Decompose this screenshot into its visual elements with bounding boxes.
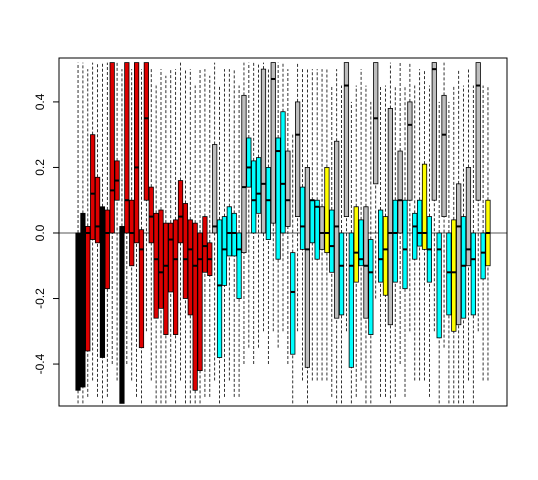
box	[133, 62, 140, 244]
box	[202, 216, 208, 273]
box	[124, 62, 130, 234]
box	[309, 199, 315, 244]
box	[334, 140, 340, 319]
box	[358, 219, 364, 267]
box	[138, 229, 145, 349]
box	[402, 199, 408, 290]
box	[187, 219, 193, 316]
box	[212, 144, 218, 234]
box	[299, 186, 306, 250]
box	[143, 62, 149, 201]
box	[168, 222, 174, 293]
box	[241, 94, 247, 254]
box	[304, 167, 310, 368]
box	[221, 216, 228, 286]
box	[270, 62, 276, 224]
y-tick-label: 0.4	[33, 93, 47, 110]
box	[392, 199, 398, 283]
box	[256, 157, 262, 214]
box	[90, 134, 96, 240]
box	[382, 216, 389, 296]
box	[99, 206, 106, 358]
box	[85, 226, 91, 352]
box	[338, 232, 345, 316]
box	[387, 108, 393, 326]
y-tick-label: 0.0	[33, 224, 47, 241]
box	[119, 226, 125, 404]
box	[148, 186, 154, 244]
box	[182, 203, 188, 299]
box	[475, 62, 481, 201]
box	[295, 101, 301, 217]
box	[373, 62, 379, 185]
box	[104, 209, 110, 290]
plot-frame	[58, 57, 508, 407]
box	[460, 216, 467, 319]
box	[363, 206, 369, 319]
box	[153, 212, 159, 319]
box	[480, 232, 486, 280]
box	[314, 199, 320, 260]
box	[421, 163, 428, 250]
box	[260, 68, 267, 234]
box	[251, 160, 257, 234]
box	[275, 137, 281, 260]
y-tick-label: -0.4	[33, 353, 47, 374]
box	[329, 209, 335, 273]
plot-area	[59, 62, 507, 404]
box	[197, 232, 203, 372]
box	[353, 206, 359, 283]
box	[94, 176, 101, 244]
box	[397, 150, 403, 234]
box	[465, 167, 472, 267]
y-tick-label: 0.2	[33, 159, 47, 176]
box	[285, 150, 291, 227]
box	[163, 222, 169, 335]
box	[451, 219, 457, 332]
box	[431, 62, 437, 201]
box	[456, 183, 462, 326]
box	[378, 209, 384, 283]
box	[470, 232, 476, 316]
box	[109, 62, 115, 234]
box	[231, 212, 237, 257]
box	[343, 62, 350, 217]
box	[412, 212, 418, 260]
y-tick-label: -0.2	[33, 288, 47, 309]
box	[348, 232, 354, 368]
box	[436, 232, 442, 339]
box	[158, 209, 164, 309]
box	[417, 199, 423, 247]
box	[319, 206, 325, 250]
box	[280, 111, 286, 234]
box	[441, 94, 447, 217]
box	[236, 232, 242, 299]
box	[446, 232, 452, 316]
box	[192, 222, 198, 391]
box	[324, 167, 330, 254]
box	[368, 239, 374, 335]
box	[407, 101, 413, 201]
box	[226, 206, 232, 257]
box	[265, 167, 271, 240]
box	[246, 137, 252, 188]
box	[216, 219, 223, 358]
box	[80, 212, 86, 388]
box	[290, 252, 296, 355]
box	[177, 180, 184, 244]
box	[173, 219, 179, 335]
box	[75, 232, 81, 391]
